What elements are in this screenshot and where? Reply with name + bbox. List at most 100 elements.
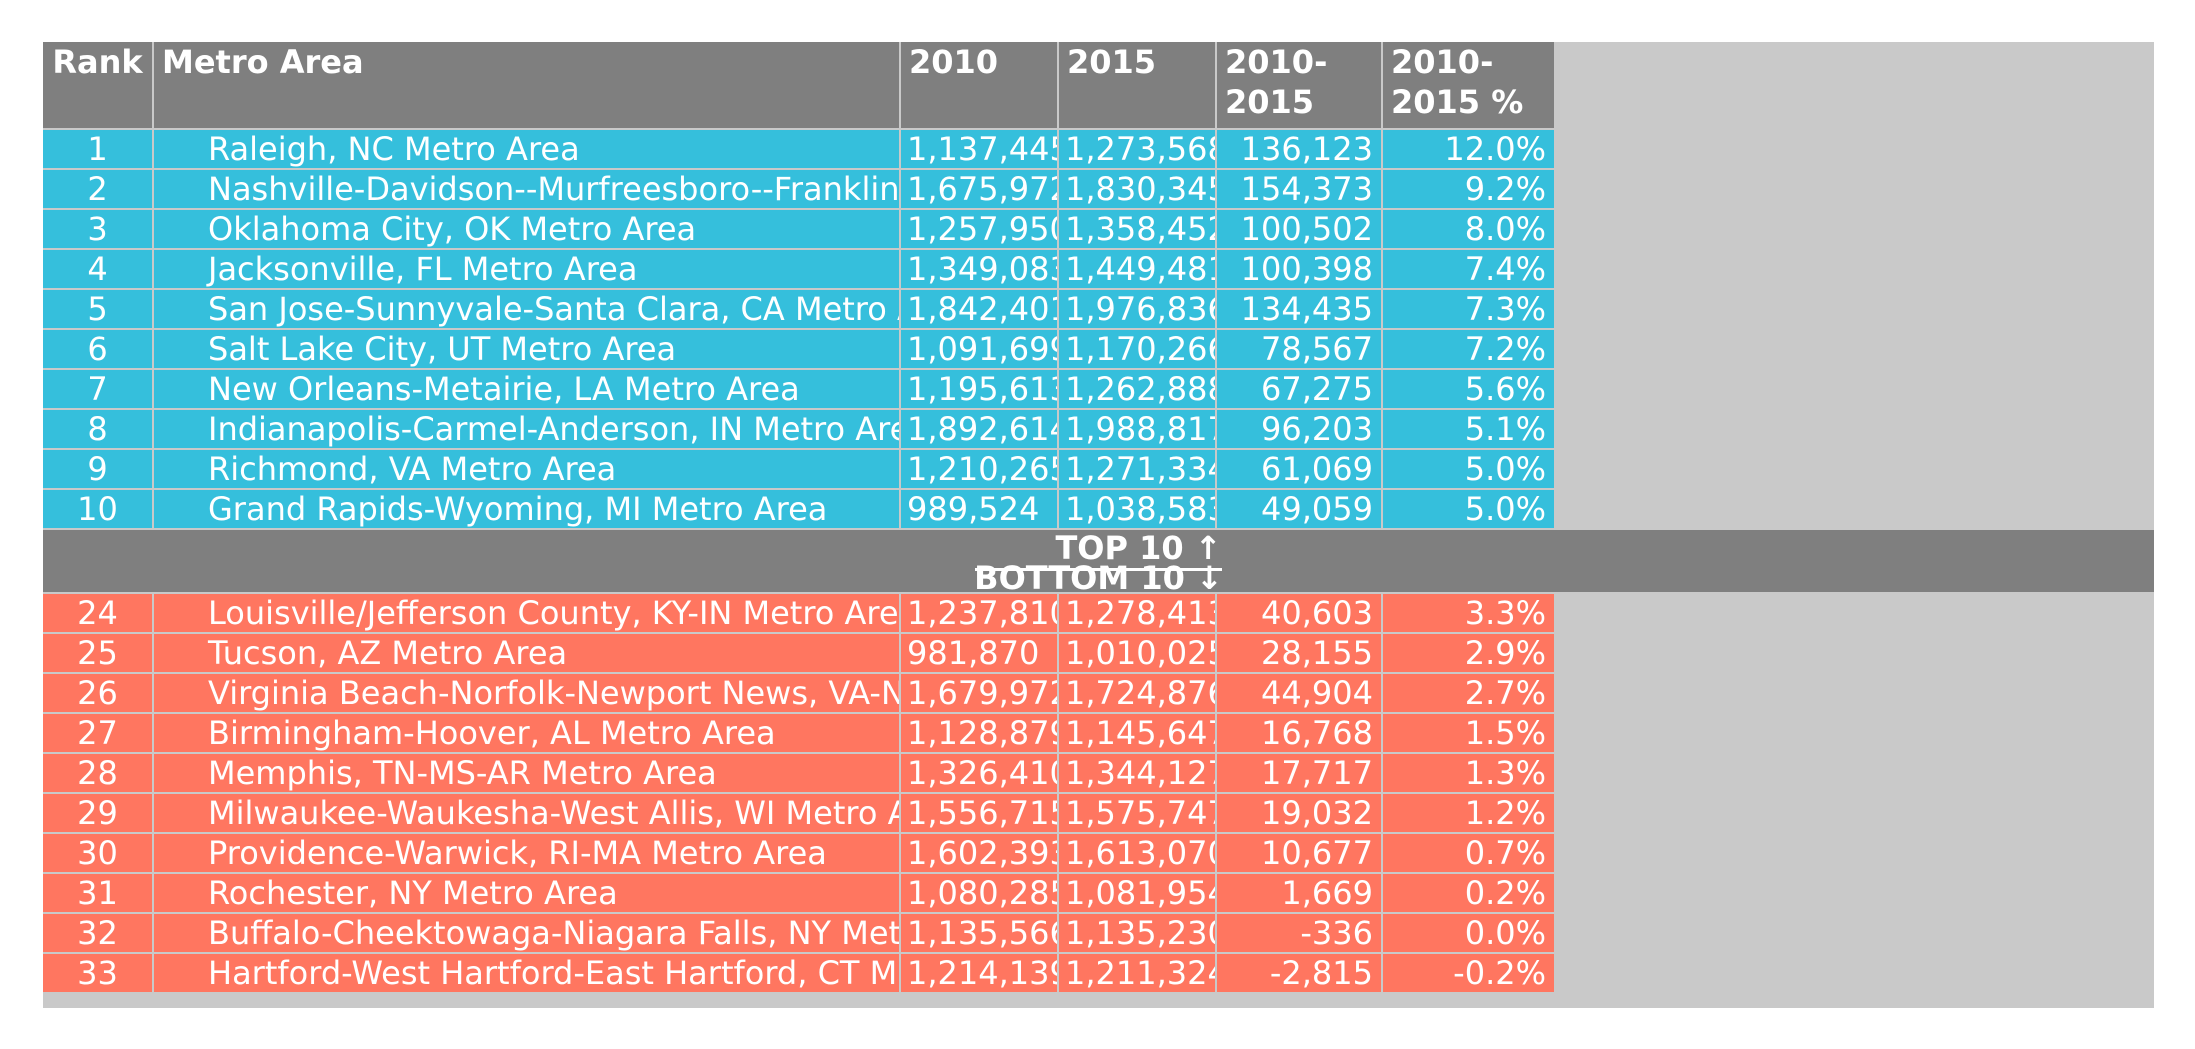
table-row: 25 Tucson, AZ Metro Area 981,870 1,010,025 2… [43, 634, 2154, 672]
cell-pct-change: 3.3% [1383, 594, 1554, 632]
cell-pop-2015: 1,724,876 [1059, 674, 1215, 712]
cell-pct-change: 5.6% [1383, 370, 1554, 408]
cell-change: 17,717 [1217, 754, 1381, 792]
cell-pop-2015: 1,988,817 [1059, 410, 1215, 448]
cell-rank: 8 [43, 410, 152, 448]
cell-rank: 1 [43, 130, 152, 168]
cell-metro-area: Birmingham-Hoover, AL Metro Area [154, 714, 899, 752]
cell-pct-change: 8.0% [1383, 210, 1554, 248]
cell-change: 96,203 [1217, 410, 1381, 448]
cell-change: 61,069 [1217, 450, 1381, 488]
bottom-10-label: BOTTOM 10 ↓ [43, 558, 2154, 598]
cell-change: 40,603 [1217, 594, 1381, 632]
cell-pop-2010: 981,870 [901, 634, 1057, 672]
cell-rank: 29 [43, 794, 152, 832]
cell-rank: 25 [43, 634, 152, 672]
cell-metro-area: Raleigh, NC Metro Area [154, 130, 899, 168]
cell-pct-change: 12.0% [1383, 130, 1554, 168]
cell-pct-change: 0.7% [1383, 834, 1554, 872]
cell-metro-area: Tucson, AZ Metro Area [154, 634, 899, 672]
cell-pop-2010: 1,679,972 [901, 674, 1057, 712]
column-header-pop-2010: 2010 [901, 42, 1057, 128]
cell-metro-area: San Jose-Sunnyvale-Santa Clara, CA Metro… [154, 290, 899, 328]
cell-metro-area: Louisville/Jefferson County, KY-IN Metro… [154, 594, 899, 632]
cell-pop-2010: 1,080,285 [901, 874, 1057, 912]
top-10-label-text: TOP 10 ↑ [975, 528, 1222, 571]
cell-change: 154,373 [1217, 170, 1381, 208]
cell-pop-2015: 1,344,127 [1059, 754, 1215, 792]
cell-rank: 9 [43, 450, 152, 488]
table-row: 4 Jacksonville, FL Metro Area 1,349,083 1,4… [43, 250, 2154, 288]
cell-pct-change: 2.7% [1383, 674, 1554, 712]
cell-pop-2010: 1,326,410 [901, 754, 1057, 792]
cell-pop-2010: 1,214,139 [901, 954, 1057, 992]
cell-pop-2015: 1,358,452 [1059, 210, 1215, 248]
column-header-metro-area: Metro Area [154, 42, 899, 128]
cell-pop-2010: 989,524 [901, 490, 1057, 528]
cell-change: 78,567 [1217, 330, 1381, 368]
column-header-rank: Rank [43, 42, 152, 128]
table-row: 26 Virginia Beach-Norfolk-Newport News, V… [43, 674, 2154, 712]
cell-change: 134,435 [1217, 290, 1381, 328]
table-row: 27 Birmingham-Hoover, AL Metro Area 1,128,… [43, 714, 2154, 752]
cell-metro-area: Nashville-Davidson--Murfreesboro--Frankl… [154, 170, 899, 208]
cell-change: 16,768 [1217, 714, 1381, 752]
cell-change: 19,032 [1217, 794, 1381, 832]
cell-change: -2,815 [1217, 954, 1381, 992]
cell-pop-2010: 1,135,566 [901, 914, 1057, 952]
cell-pct-change: 5.1% [1383, 410, 1554, 448]
cell-metro-area: New Orleans-Metairie, LA Metro Area [154, 370, 899, 408]
cell-change: 100,398 [1217, 250, 1381, 288]
cell-change: 49,059 [1217, 490, 1381, 528]
table-row: 3 Oklahoma City, OK Metro Area 1,257,950 1,… [43, 210, 2154, 248]
cell-metro-area: Jacksonville, FL Metro Area [154, 250, 899, 288]
cell-pop-2015: 1,271,334 [1059, 450, 1215, 488]
cell-metro-area: Milwaukee-Waukesha-West Allis, WI Metro … [154, 794, 899, 832]
cell-pop-2015: 1,613,070 [1059, 834, 1215, 872]
cell-pct-change: 9.2% [1383, 170, 1554, 208]
table-row: 29 Milwaukee-Waukesha-West Allis, WI Metr… [43, 794, 2154, 832]
cell-pop-2015: 1,575,747 [1059, 794, 1215, 832]
top-10-label: TOP 10 ↑ [43, 528, 2154, 571]
cell-metro-area: Hartford-West Hartford-East Hartford, CT… [154, 954, 899, 992]
cell-pop-2010: 1,091,699 [901, 330, 1057, 368]
cell-pct-change: 0.0% [1383, 914, 1554, 952]
top-bottom-divider: TOP 10 ↑ BOTTOM 10 ↓ [43, 528, 2154, 597]
cell-metro-area: Rochester, NY Metro Area [154, 874, 899, 912]
cell-change: 136,123 [1217, 130, 1381, 168]
cell-pop-2015: 1,010,025 [1059, 634, 1215, 672]
cell-rank: 33 [43, 954, 152, 992]
table-row: 9 Richmond, VA Metro Area 1,210,265 1,271,3… [43, 450, 2154, 488]
cell-pop-2010: 1,842,401 [901, 290, 1057, 328]
cell-pct-change: 5.0% [1383, 450, 1554, 488]
cell-rank: 26 [43, 674, 152, 712]
cell-pop-2015: 1,273,568 [1059, 130, 1215, 168]
table-row: 33 Hartford-West Hartford-East Hartford, … [43, 954, 2154, 992]
cell-pop-2010: 1,128,879 [901, 714, 1057, 752]
table-row: 6 Salt Lake City, UT Metro Area 1,091,699 1… [43, 330, 2154, 368]
cell-pct-change: 2.9% [1383, 634, 1554, 672]
cell-metro-area: Memphis, TN-MS-AR Metro Area [154, 754, 899, 792]
cell-metro-area: Grand Rapids-Wyoming, MI Metro Area [154, 490, 899, 528]
cell-rank: 31 [43, 874, 152, 912]
table-row: 7 New Orleans-Metairie, LA Metro Area 1,19… [43, 370, 2154, 408]
cell-metro-area: Salt Lake City, UT Metro Area [154, 330, 899, 368]
table-row: 32 Buffalo-Cheektowaga-Niagara Falls, NY … [43, 914, 2154, 952]
cell-pop-2015: 1,135,230 [1059, 914, 1215, 952]
cell-pct-change: 7.2% [1383, 330, 1554, 368]
cell-rank: 30 [43, 834, 152, 872]
cell-pop-2015: 1,081,954 [1059, 874, 1215, 912]
cell-pct-change: 1.2% [1383, 794, 1554, 832]
table-row: 10 Grand Rapids-Wyoming, MI Metro Area 989… [43, 490, 2154, 528]
table-row: 30 Providence-Warwick, RI-MA Metro Area 1,… [43, 834, 2154, 872]
cell-metro-area: Buffalo-Cheektowaga-Niagara Falls, NY Me… [154, 914, 899, 952]
cell-pop-2015: 1,170,266 [1059, 330, 1215, 368]
table-row: 28 Memphis, TN-MS-AR Metro Area 1,326,410 1… [43, 754, 2154, 792]
cell-pop-2010: 1,892,614 [901, 410, 1057, 448]
cell-pop-2015: 1,262,888 [1059, 370, 1215, 408]
cell-rank: 24 [43, 594, 152, 632]
cell-pop-2010: 1,349,083 [901, 250, 1057, 288]
cell-rank: 27 [43, 714, 152, 752]
cell-pct-change: 0.2% [1383, 874, 1554, 912]
cell-pop-2015: 1,976,836 [1059, 290, 1215, 328]
